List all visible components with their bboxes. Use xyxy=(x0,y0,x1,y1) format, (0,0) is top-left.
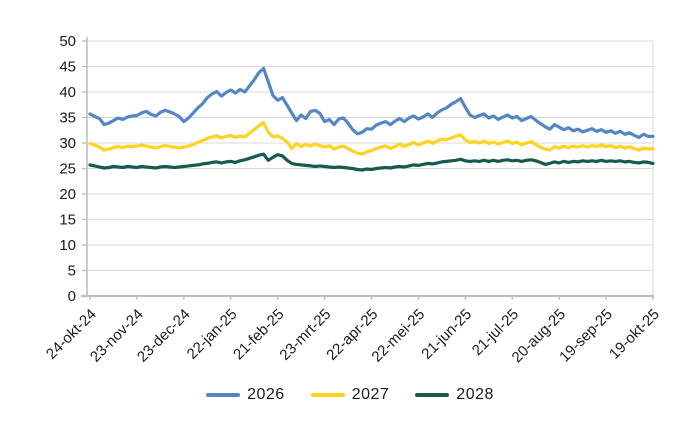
y-axis-tick-label: 0 xyxy=(68,288,76,305)
x-axis-tick-label: 21-jun-25 xyxy=(418,306,475,363)
legend-label-2026: 2026 xyxy=(247,386,285,403)
series-line-2028 xyxy=(88,152,655,172)
line-chart-plot: 24-okt-2423-nov-2423-dec-2422-jan-2521-f… xyxy=(43,33,663,366)
y-axis-tick-label: 45 xyxy=(59,59,76,76)
y-axis-tick-label: 30 xyxy=(59,135,76,152)
legend-label-2027: 2027 xyxy=(351,386,390,403)
y-axis-tick-label: 10 xyxy=(59,237,76,254)
y-axis-tick-label: 35 xyxy=(59,110,76,127)
y-axis-tick-label: 25 xyxy=(59,161,76,178)
legend-label-2028: 2028 xyxy=(456,386,494,403)
series-line-2027 xyxy=(88,120,655,156)
legend-item-2028[interactable]: 2028 xyxy=(415,386,494,404)
y-axis-tick-label: 5 xyxy=(68,263,76,280)
legend-swatch-2028-icon xyxy=(415,393,450,397)
chart-legend: 2026 2027 2028 xyxy=(0,386,700,404)
x-axis-tick-label: 19-okt-25 xyxy=(606,306,663,363)
y-axis-tick-label: 15 xyxy=(59,212,76,229)
legend-item-2027[interactable]: 2027 xyxy=(310,386,390,404)
y-axis-tick-label: 20 xyxy=(59,186,76,203)
legend-item-2026[interactable]: 2026 xyxy=(206,386,285,404)
legend-swatch-2027-icon xyxy=(310,393,345,397)
y-axis-tick-label: 50 xyxy=(59,33,76,50)
series-line-2026 xyxy=(88,66,655,139)
legend-swatch-2026-icon xyxy=(206,393,241,397)
y-axis-tick-label: 40 xyxy=(59,84,76,101)
